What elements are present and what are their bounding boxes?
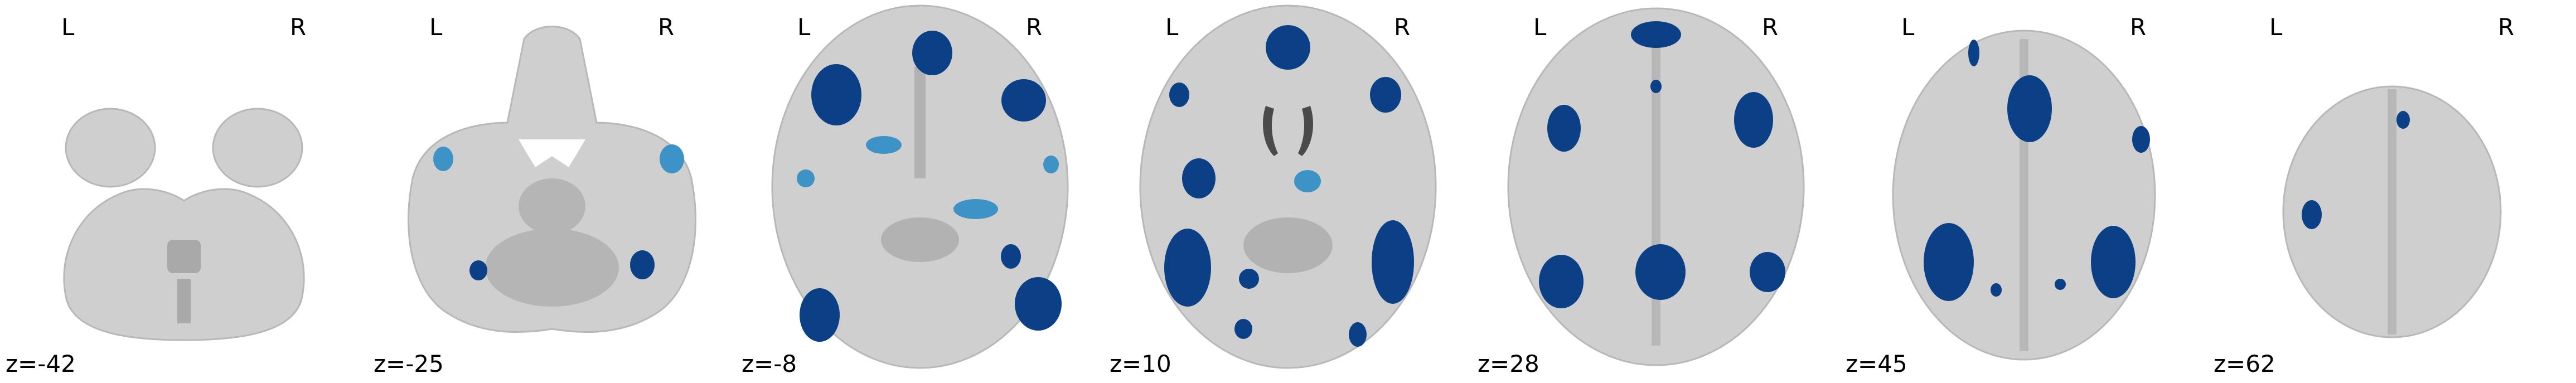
slice-panel-4: L R z=10 [1104,0,1472,383]
slice-coordinate-label: z=62 [2214,350,2275,377]
left-orientation-label: L [1165,13,1179,41]
right-orientation-label: R [2498,13,2515,41]
brain-slice-image-4 [1139,4,1437,369]
right-orientation-label: R [1394,13,1411,41]
right-orientation-label: R [290,13,307,41]
slice-panel-6: L R z=45 [1840,0,2208,383]
left-orientation-label: L [797,13,811,41]
right-orientation-label: R [1026,13,1043,41]
slice-panel-3: L R z=-8 [736,0,1104,383]
slice-coordinate-label: z=-25 [374,350,444,377]
right-orientation-label: R [1762,13,1779,41]
slice-coordinate-label: z=45 [1846,350,1907,377]
right-orientation-label: R [658,13,675,41]
left-orientation-label: L [1901,13,1915,41]
slice-coordinate-label: z=10 [1110,350,1171,377]
brain-slice-image-7 [2282,85,2502,338]
slice-panel-2: L R z=-25 [368,0,736,383]
left-orientation-label: L [429,13,443,41]
left-orientation-label: L [2269,13,2283,41]
right-orientation-label: R [2130,13,2147,41]
brain-slice-image-6 [1892,30,2156,361]
slice-coordinate-label: z=-8 [742,350,797,377]
slice-panel-7: L R z=62 [2208,0,2576,383]
brain-slice-image-2 [408,26,696,333]
slice-coordinate-label: z=28 [1478,350,1539,377]
brain-slice-image-5 [1507,7,1805,366]
brain-slice-image-3 [771,4,1069,369]
slice-panel-5: L R z=28 [1472,0,1840,383]
left-orientation-label: L [1533,13,1547,41]
slice-coordinate-label: z=-42 [6,350,76,377]
slice-panel-1: L R z=-42 [0,0,368,383]
left-orientation-label: L [61,13,75,41]
brain-slice-image-1 [63,108,305,341]
